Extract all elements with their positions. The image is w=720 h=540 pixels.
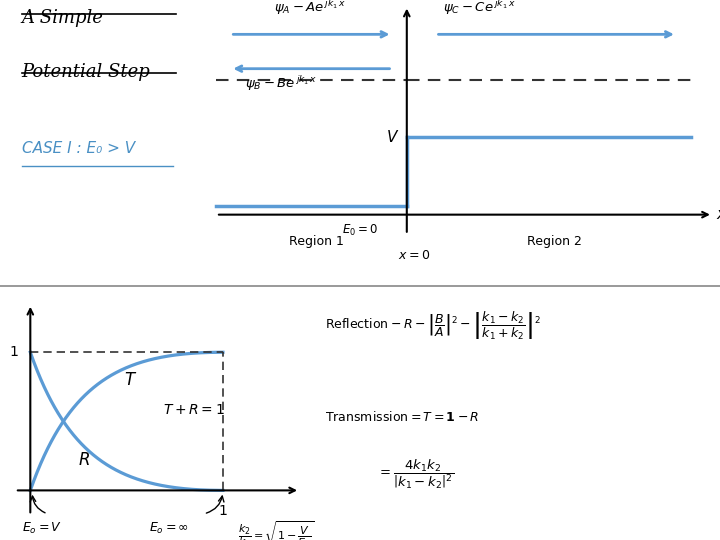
Text: $E_o = V$: $E_o = V$ [22,521,62,536]
Text: $\psi_B - Be^{\,jk_1\,x}$: $\psi_B - Be^{\,jk_1\,x}$ [245,75,318,93]
Text: 1: 1 [10,345,19,359]
Text: $R$: $R$ [78,451,90,469]
Text: $T$: $T$ [124,371,137,389]
Text: $x = 0$: $x = 0$ [398,249,430,262]
Text: 1: 1 [218,504,228,518]
Text: $\mathrm{Reflection} - R - \left|\dfrac{B}{A}\right|^2 - \left|\dfrac{k_1 - k_2}: $\mathrm{Reflection} - R - \left|\dfrac{… [325,310,541,342]
Text: $\psi_C - Ce^{\,jk_1\,x}$: $\psi_C - Ce^{\,jk_1\,x}$ [443,0,516,17]
Text: $V$: $V$ [387,130,400,145]
Text: Region 1: Region 1 [289,235,344,248]
Text: $E_o = \infty$: $E_o = \infty$ [149,521,189,536]
Text: $\psi_A - Ae^{\,jk_1\,x}$: $\psi_A - Ae^{\,jk_1\,x}$ [274,0,346,17]
Text: CASE I : E₀ > V: CASE I : E₀ > V [22,141,135,156]
Text: Region 2: Region 2 [527,235,582,248]
Text: $T + R = 1$: $T + R = 1$ [163,403,225,417]
Text: $= \dfrac{4k_1 k_2}{\left|k_1 - k_2\right|^2}$: $= \dfrac{4k_1 k_2}{\left|k_1 - k_2\righ… [377,458,454,491]
Text: $x$: $x$ [716,207,720,222]
Text: Potential Step: Potential Step [22,63,150,81]
Text: $\mathrm{Transmission} = T = \mathbf{1} - R$: $\mathrm{Transmission} = T = \mathbf{1} … [325,409,480,423]
Text: $E_0 = 0$: $E_0 = 0$ [342,223,378,238]
Text: $\dfrac{k_2}{k_1} = \sqrt{1 - \dfrac{V}{E_o}}$: $\dfrac{k_2}{k_1} = \sqrt{1 - \dfrac{V}{… [238,519,315,540]
Text: A Simple: A Simple [22,9,104,26]
